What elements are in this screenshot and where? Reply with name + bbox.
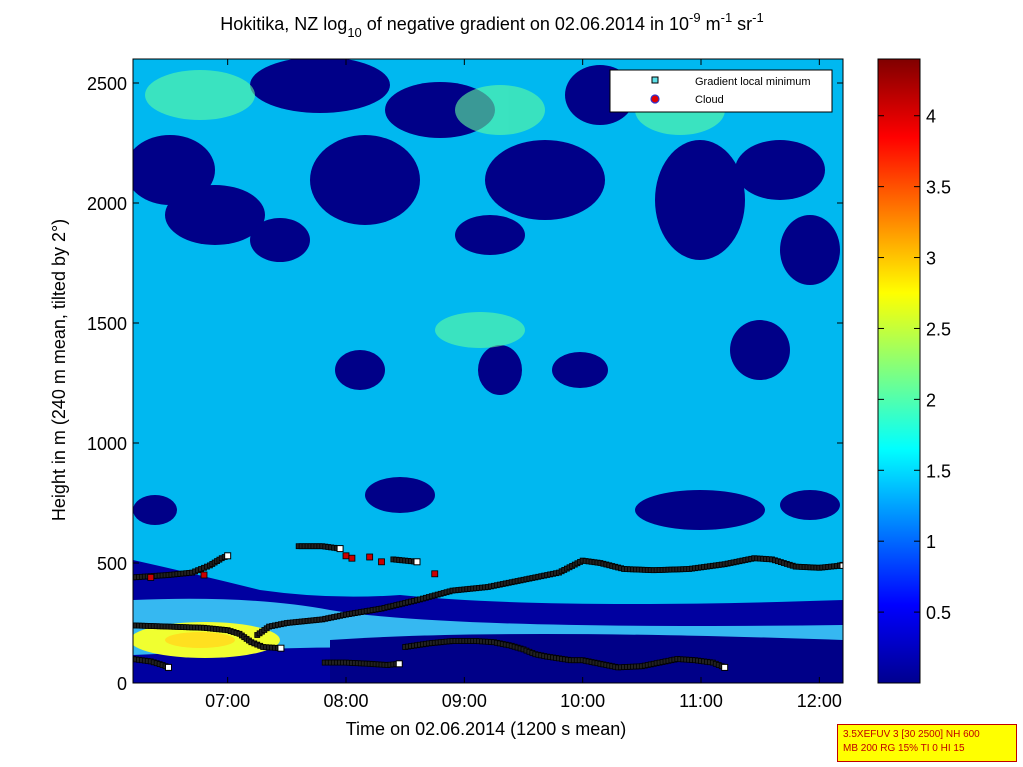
x-tick-label: 09:00 <box>442 691 487 711</box>
cloud-marker <box>378 558 385 566</box>
mid-gradient-regions <box>145 70 725 348</box>
y-axis-label: Height in m (240 m mean, tilted by 2°) <box>49 219 69 521</box>
x-tick-label: 08:00 <box>323 691 368 711</box>
x-tick-label: 11:00 <box>679 691 723 711</box>
x-tick-label: 12:00 <box>797 691 842 711</box>
info-line-1: 3.5XEFUV 3 [30 2500] NH 600 <box>843 729 980 740</box>
gradient-min-marker-end <box>839 561 843 569</box>
colorbar-tick-label: 4 <box>926 107 936 127</box>
colorbar-tick-label: 1.5 <box>926 461 951 481</box>
info-line-2: MB 200 RG 15% TI 0 HI 15 <box>843 743 965 754</box>
cloud-marker <box>431 570 439 578</box>
gradient-min-marker-end <box>224 552 232 560</box>
gradient-min-marker-end <box>721 663 729 671</box>
colorbar-gradient <box>877 58 921 684</box>
surface-hotspot-core <box>165 632 235 648</box>
legend: Gradient local minimum Cloud <box>609 69 833 113</box>
y-tick-label: 2500 <box>87 74 127 94</box>
colorbar-tick-label: 2 <box>926 390 936 410</box>
colorbar-ticks: 0.5 1 1.5 2 2.5 3 3.5 4 <box>878 107 951 623</box>
legend-box <box>609 69 833 113</box>
y-tick-label: 1000 <box>87 434 127 454</box>
x-axis-label: Time on 02.06.2014 (1200 s mean) <box>346 719 627 739</box>
gradient-min-marker-end <box>413 558 421 566</box>
x-axis: 07:00 08:00 09:00 10:00 11:00 12:00 <box>205 59 842 711</box>
plot-frame <box>132 58 844 684</box>
gradient-min-marker-end <box>336 545 344 553</box>
x-tick-label: 07:00 <box>205 691 250 711</box>
cloud-marker <box>366 553 374 561</box>
gradient-min-marker-end <box>277 644 285 652</box>
legend-label-cloud: Cloud <box>695 94 724 106</box>
y-axis: 0 500 1000 1500 2000 2500 <box>87 74 843 694</box>
x-tick-label: 10:00 <box>560 691 605 711</box>
cloud-marker <box>147 574 155 581</box>
colorbar-tick-label: 2.5 <box>926 319 951 339</box>
gradient-min-marker-end <box>165 663 172 671</box>
colorbar-tick-label: 0.5 <box>926 603 951 623</box>
gradient-min-marker-end <box>395 660 403 668</box>
chart-title: Hokitika, NZ log10 of negative gradient … <box>220 10 763 40</box>
cloud-marker <box>342 552 350 560</box>
cloud-marker <box>348 554 356 562</box>
series-layer <box>133 543 843 671</box>
cloud-marker <box>200 571 208 579</box>
colorbar-tick-label: 1 <box>926 532 936 552</box>
y-tick-label: 500 <box>97 554 127 574</box>
colorbar: 0.5 1 1.5 2 2.5 3 3.5 4 <box>877 58 951 684</box>
legend-label-gradient-min: Gradient local minimum <box>695 76 811 88</box>
y-tick-label: 0 <box>117 674 127 694</box>
legend-marker-gradient-min <box>651 76 659 84</box>
y-tick-label: 1500 <box>87 314 127 334</box>
colorbar-tick-label: 3.5 <box>926 178 951 198</box>
colorbar-tick-label: 3 <box>926 249 936 269</box>
heatmap-area <box>133 59 843 683</box>
y-tick-label: 2000 <box>87 194 127 214</box>
legend-marker-cloud <box>650 94 660 104</box>
info-box: 3.5XEFUV 3 [30 2500] NH 600 MB 200 RG 15… <box>837 724 1017 762</box>
